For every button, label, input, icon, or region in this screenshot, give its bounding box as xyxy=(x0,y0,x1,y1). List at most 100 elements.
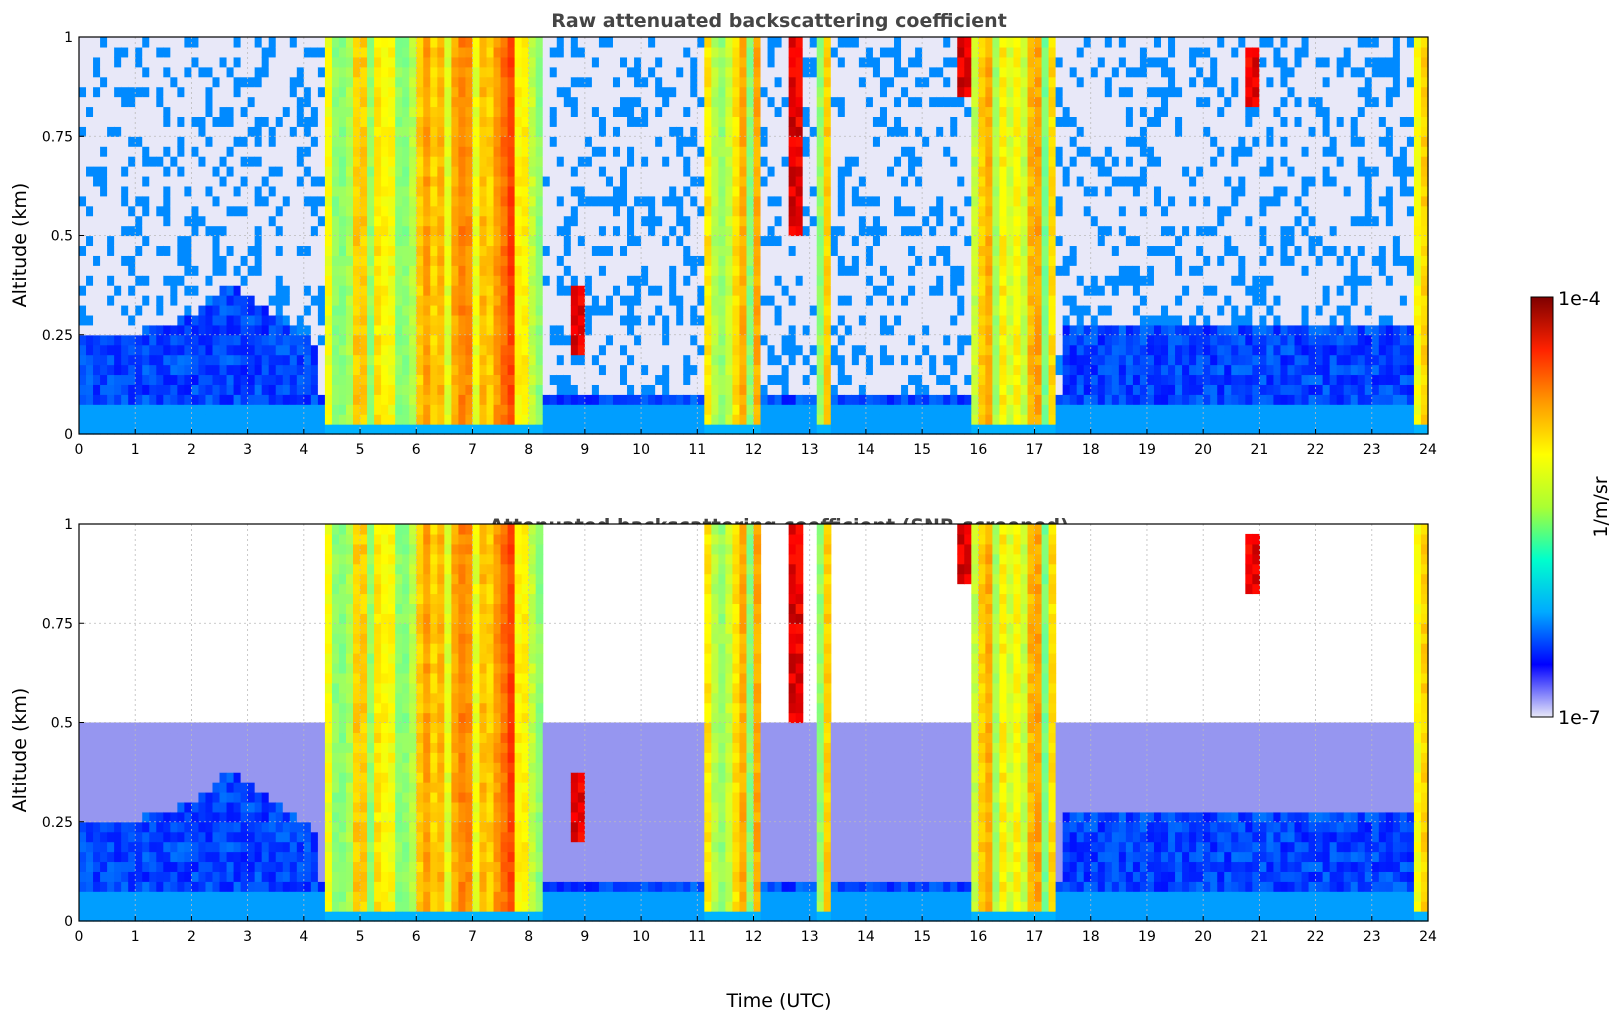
heatmap-cell xyxy=(718,304,726,316)
heatmap-cell xyxy=(718,414,726,425)
heatmap-cell xyxy=(177,424,185,435)
heatmap-cell xyxy=(261,314,270,326)
heatmap-cell xyxy=(310,86,319,98)
heatmap-cell xyxy=(943,414,951,425)
heatmap-cell xyxy=(451,185,460,197)
heatmap-cell xyxy=(100,56,108,68)
heatmap-cell xyxy=(894,126,902,137)
heatmap-cell xyxy=(184,374,193,385)
heatmap-cell xyxy=(563,76,572,88)
heatmap-cell xyxy=(198,86,207,98)
heatmap-cell xyxy=(542,106,551,117)
heatmap-cell xyxy=(669,424,677,435)
heatmap-cell xyxy=(711,166,719,177)
heatmap-cell xyxy=(135,166,143,177)
heatmap-cell xyxy=(212,255,221,266)
heatmap-cell xyxy=(451,146,460,157)
heatmap-cell xyxy=(570,106,579,117)
heatmap-cell xyxy=(549,324,558,336)
heatmap-cell xyxy=(345,146,354,157)
heatmap-cell xyxy=(690,304,698,316)
heatmap-cell xyxy=(331,195,340,207)
heatmap-cell xyxy=(500,175,509,187)
heatmap-cell xyxy=(662,76,670,88)
heatmap-cell xyxy=(353,275,361,286)
heatmap-cell xyxy=(704,146,712,157)
heatmap-cell xyxy=(212,136,221,147)
heatmap-cell xyxy=(268,96,277,108)
heatmap-cell xyxy=(563,374,572,385)
heatmap-cell xyxy=(936,146,944,157)
heatmap-cell xyxy=(563,314,572,326)
heatmap-cell xyxy=(135,394,143,405)
heatmap-cell xyxy=(437,404,445,415)
heatmap-cell xyxy=(577,106,586,117)
heatmap-cell xyxy=(851,175,860,187)
heatmap-cell xyxy=(381,166,389,177)
heatmap-cell xyxy=(233,146,242,157)
heatmap-cell xyxy=(388,175,396,187)
heatmap-cell xyxy=(500,66,509,78)
heatmap-cell xyxy=(479,265,488,276)
heatmap-cell xyxy=(872,215,881,227)
heatmap-cell xyxy=(317,275,326,286)
heatmap-cell xyxy=(816,156,825,167)
heatmap-cell xyxy=(282,295,291,306)
heatmap-cell xyxy=(149,235,157,247)
heatmap-cell xyxy=(374,86,382,98)
heatmap-cell xyxy=(627,136,635,147)
heatmap-cell xyxy=(507,364,516,376)
heatmap-cell xyxy=(788,185,797,197)
heatmap-cell xyxy=(858,146,867,157)
heatmap-cell xyxy=(669,314,677,326)
heatmap-cell xyxy=(121,195,129,207)
heatmap-cell xyxy=(444,295,452,306)
heatmap-cell xyxy=(823,96,832,108)
heatmap-cell xyxy=(858,215,867,227)
heatmap-cell xyxy=(205,205,214,217)
heatmap-cell xyxy=(655,334,663,346)
heatmap-cell xyxy=(943,235,951,247)
heatmap-cell xyxy=(823,126,832,137)
heatmap-cell xyxy=(381,126,389,137)
heatmap-cell xyxy=(627,235,635,247)
heatmap-cell xyxy=(458,374,467,385)
heatmap-cell xyxy=(577,394,586,405)
heatmap-cell xyxy=(704,324,712,336)
heatmap-cell xyxy=(879,275,888,286)
heatmap-cell xyxy=(641,295,649,306)
heatmap-cell xyxy=(79,215,87,227)
heatmap-cell xyxy=(711,304,719,316)
heatmap-cell xyxy=(922,175,930,187)
heatmap-cell xyxy=(915,66,923,78)
heatmap-cell xyxy=(367,46,375,58)
heatmap-cell xyxy=(268,384,277,395)
heatmap-cell xyxy=(549,394,558,405)
heatmap-cell xyxy=(310,76,319,88)
heatmap-cell xyxy=(507,166,516,177)
heatmap-cell xyxy=(423,116,431,127)
heatmap-cell xyxy=(676,314,684,326)
heatmap-cell xyxy=(908,116,916,127)
heatmap-cell xyxy=(732,374,741,385)
heatmap-cell xyxy=(872,384,881,395)
heatmap-cell xyxy=(620,185,628,197)
heatmap-cell xyxy=(360,404,368,415)
heatmap-cell xyxy=(767,205,776,217)
heatmap-cell xyxy=(486,344,495,356)
heatmap-cell xyxy=(317,126,326,137)
heatmap-cell xyxy=(922,116,930,127)
heatmap-cell xyxy=(591,245,600,256)
heatmap-cell xyxy=(760,225,769,237)
heatmap-cell xyxy=(816,185,825,197)
heatmap-cell xyxy=(929,166,937,177)
heatmap-cell xyxy=(634,304,642,316)
heatmap-cell xyxy=(479,106,488,117)
heatmap-cell xyxy=(879,255,888,266)
heatmap-cell xyxy=(605,354,614,366)
heatmap-cell xyxy=(444,304,452,316)
heatmap-cell xyxy=(886,344,895,356)
heatmap-cell xyxy=(739,394,748,405)
heatmap-cell xyxy=(479,205,488,217)
heatmap-cell xyxy=(205,314,214,326)
